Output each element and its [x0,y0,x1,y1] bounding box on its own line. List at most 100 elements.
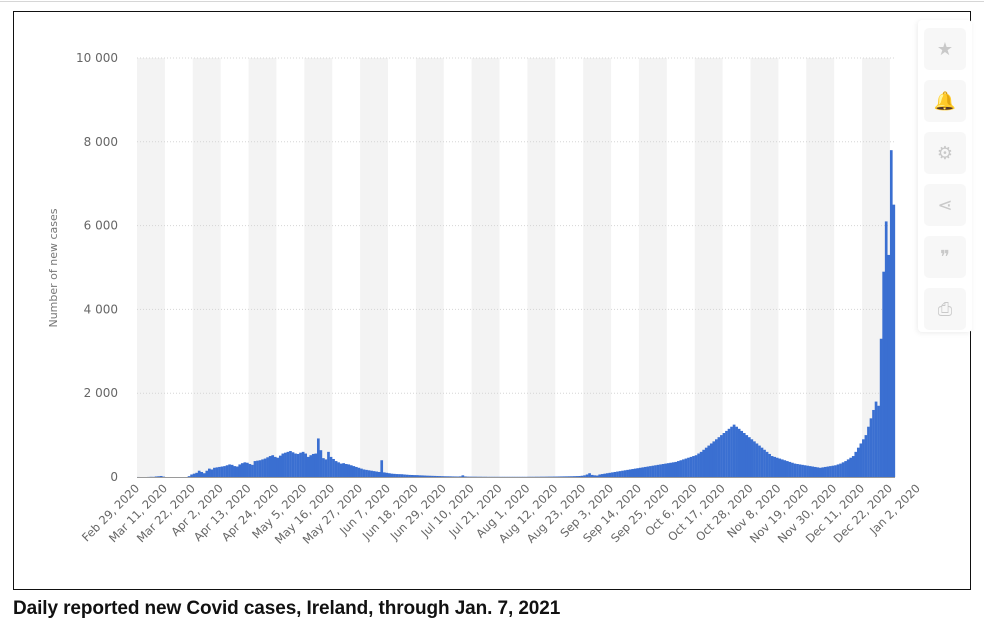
bar [271,455,275,477]
bar [458,476,462,477]
bar [200,471,204,477]
bar [773,456,776,477]
bar [357,467,361,477]
bar [453,476,457,477]
bar [636,468,640,477]
bar [575,476,579,477]
bar [818,467,822,477]
bar [740,430,744,477]
background-band [192,58,221,477]
bar [603,473,607,477]
bar [296,453,300,477]
bar [679,460,683,477]
bar [456,476,460,477]
bar [418,475,422,477]
bar [370,470,373,477]
chart-toolbar: ★ 🔔 ⚙ ⋖ ❞ ⎙ [918,20,972,332]
bar [256,460,259,477]
bar [339,463,343,477]
background-band [415,58,444,477]
bar [578,475,581,477]
bar [824,466,827,477]
bar [638,467,642,477]
bar [846,459,850,477]
bar [438,476,442,477]
bar [251,464,254,477]
bar [626,469,629,477]
background-band [137,58,165,477]
bar [583,475,586,477]
y-tick-label: 10 000 [76,51,118,65]
bar [190,474,193,477]
bar [621,470,624,477]
bar [240,463,244,477]
cite-button[interactable]: ❞ [924,236,966,278]
bar [654,465,657,477]
bar [420,475,424,477]
bar [694,455,698,477]
bar [768,453,771,477]
y-tick-label: 6 000 [84,219,118,233]
bar [159,475,163,477]
bar [735,426,738,477]
bar [613,471,617,477]
bar [218,466,221,477]
bar [689,456,693,477]
bar [355,466,358,477]
notification-button[interactable]: 🔔 [924,80,966,122]
bar [834,465,837,477]
bar [775,457,779,477]
bar [286,451,290,477]
share-button[interactable]: ⋖ [924,184,966,226]
bar [725,430,728,477]
bar [362,469,366,477]
bar [580,475,584,477]
bar [641,467,645,477]
print-button[interactable]: ⎙ [924,288,966,330]
bar [405,474,409,477]
bar [704,447,708,477]
bar [261,459,264,477]
bar [697,453,700,477]
bar [238,464,242,477]
bar [758,445,761,477]
bar [393,473,396,477]
bar [377,471,381,477]
bar [555,476,558,477]
bar [410,474,414,477]
bar [266,457,269,477]
share-icon: ⋖ [937,194,953,215]
bar [867,426,870,477]
bar [329,456,333,477]
background-band [248,58,277,477]
bar [796,464,799,477]
bar [783,460,787,477]
bar [451,476,455,477]
bar [324,459,328,477]
bar [423,475,427,477]
bar [877,405,880,477]
bar [562,476,566,477]
bar [702,449,706,477]
bar [309,455,313,477]
bar [849,457,853,477]
bar [742,433,746,477]
bar [567,476,571,477]
settings-button[interactable]: ⚙ [924,132,966,174]
bar [707,445,711,477]
bar [879,338,883,477]
background-band [694,58,723,477]
bar [443,476,447,477]
bell-icon: 🔔 [933,90,957,111]
bar [380,460,384,477]
favorite-button[interactable]: ★ [924,28,966,70]
bar [187,476,191,477]
bar [750,439,754,477]
bar [595,475,599,477]
bar [349,465,353,477]
bar [215,467,219,477]
bar [778,458,782,477]
y-tick-label: 0 [110,470,118,484]
bar [851,456,855,477]
